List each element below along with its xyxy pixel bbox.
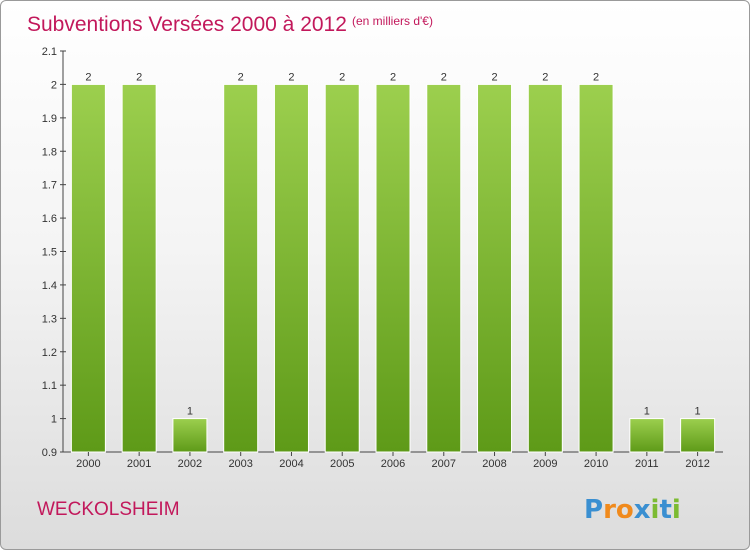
y-tick-label: 1.1 (42, 380, 57, 392)
y-tick-label: 1.7 (42, 180, 57, 192)
logo-letter: t (659, 495, 671, 525)
x-tick-label: 2005 (330, 458, 354, 470)
bar-2002 (172, 418, 208, 453)
bar-value-label: 1 (695, 406, 701, 418)
bar-2004 (273, 83, 309, 453)
y-tick-label: 1.2 (42, 347, 57, 359)
logo-letter: P (584, 495, 603, 525)
bar-value-label: 2 (136, 71, 142, 83)
x-tick-label: 2003 (228, 458, 252, 470)
y-ticks: 0.9 1 1.1 1.2 1.3 1.4 1.5 1.6 1.7 1.8 1.9 2 2.1 (42, 46, 66, 459)
logo-letter: o (616, 495, 634, 525)
bar-2011 (629, 418, 665, 453)
logo-letter: r (603, 495, 616, 525)
bar-2008 (477, 83, 513, 453)
bar-value-label: 2 (339, 71, 345, 83)
y-tick-label: 1.3 (42, 313, 57, 325)
bars: 2 2 1 2 2 2 2 2 2 2 2 1 1 (70, 71, 716, 453)
y-tick-label: 2.1 (42, 46, 57, 58)
bar-value-label: 2 (390, 71, 396, 83)
y-tick-label: 2 (51, 79, 57, 91)
bar-2010 (578, 83, 614, 453)
logo-letter: x (634, 495, 651, 525)
x-tick-label: 2012 (685, 458, 709, 470)
x-tick-label: 2000 (76, 458, 100, 470)
bar-2012 (680, 418, 716, 453)
bar-2006 (375, 83, 411, 453)
bar-2000 (70, 83, 106, 453)
bar-2003 (223, 83, 259, 453)
y-tick-label: 1.8 (42, 146, 57, 158)
bar-value-label: 2 (441, 71, 447, 83)
y-tick-label: 1 (51, 414, 57, 426)
x-tick-label: 2008 (482, 458, 506, 470)
bar-2009 (527, 83, 563, 453)
y-tick-label: 1.9 (42, 113, 57, 125)
bar-value-label: 1 (187, 406, 193, 418)
bar-value-label: 2 (491, 71, 497, 83)
bar-value-label: 2 (85, 71, 91, 83)
x-tick-label: 2007 (432, 458, 456, 470)
x-tick-label: 2001 (127, 458, 151, 470)
bar-value-label: 2 (542, 71, 548, 83)
bar-2005 (324, 83, 360, 453)
proxiti-logo: Proxiti (584, 495, 681, 525)
bar-value-label: 2 (593, 71, 599, 83)
bar-value-label: 1 (644, 406, 650, 418)
commune-name: WECKOLSHEIM (37, 499, 180, 520)
y-tick-label: 1.4 (42, 280, 57, 292)
logo-letter: i (651, 495, 660, 525)
chart-title: Subventions Versées 2000 à 2012 (27, 13, 347, 36)
x-tick-label: 2004 (279, 458, 303, 470)
y-tick-label: 0.9 (42, 447, 57, 459)
x-tick-label: 2010 (584, 458, 608, 470)
x-tick-label: 2011 (635, 458, 659, 470)
logo-letter: i (672, 495, 681, 525)
bar-value-label: 2 (238, 71, 244, 83)
x-tick-label: 2002 (178, 458, 202, 470)
bar-2001 (121, 83, 157, 453)
y-tick-label: 1.6 (42, 213, 57, 225)
bar-value-label: 2 (288, 71, 294, 83)
x-tick-label: 2006 (381, 458, 405, 470)
x-ticks: 2000 2001 2002 2003 2004 2005 2006 2007 2008 2009… (76, 452, 710, 470)
bar-2007 (426, 83, 462, 453)
y-tick-label: 1.5 (42, 247, 57, 259)
x-tick-label: 2009 (533, 458, 557, 470)
chart-subtitle: (en milliers d'€) (352, 14, 433, 28)
